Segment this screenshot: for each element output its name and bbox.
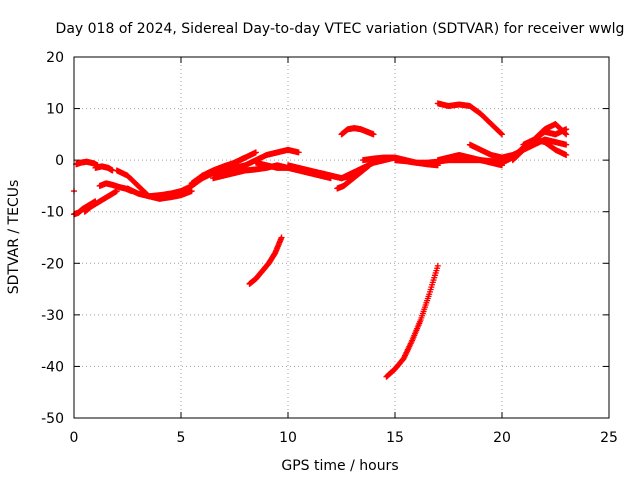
y-tick-label: -40: [41, 359, 64, 375]
data-points: [71, 100, 570, 380]
x-tick-label: 0: [70, 430, 79, 446]
x-tick-label: 5: [177, 430, 186, 446]
data-point: [562, 130, 569, 137]
data-point: [366, 162, 373, 169]
series-arc-07: [124, 185, 184, 200]
y-tick-label: 20: [46, 50, 64, 66]
data-point: [563, 141, 570, 148]
data-point: [370, 131, 377, 138]
data-point: [252, 149, 259, 156]
grid: [74, 57, 609, 418]
data-point: [563, 131, 570, 138]
y-tick-label: -30: [41, 308, 64, 324]
series-arc-19: [434, 151, 505, 166]
y-tick-label: 0: [55, 153, 64, 169]
data-point: [278, 234, 285, 241]
series-arc-27: [383, 262, 441, 380]
data-point: [499, 131, 505, 138]
plot-frame: [73, 56, 610, 419]
series-arc-03: [81, 188, 120, 215]
y-tick-label: -10: [41, 205, 64, 221]
x-tick-label: 25: [600, 430, 618, 446]
tick-labels: 0 5 10 15 20 25 -50 -40 -30 -20 -10 0 10 20: [41, 50, 618, 446]
y-axis-label: SDTVAR / TECUs: [6, 180, 22, 295]
series-arc-24: [520, 121, 570, 148]
y-tick-label: -50: [41, 411, 64, 427]
axis-ticks: [73, 56, 610, 419]
series-arc-16: [338, 125, 377, 138]
x-tick-label: 15: [386, 430, 404, 446]
x-axis-label: GPS time / hours: [281, 458, 398, 474]
data-point: [188, 188, 195, 195]
series-arc-05: [92, 163, 116, 174]
data-point: [563, 151, 570, 158]
x-tick-label: 20: [493, 430, 511, 446]
y-tick-label: 10: [46, 102, 64, 118]
data-point: [434, 262, 441, 269]
series-arc-15: [334, 162, 373, 192]
x-tick-label: 10: [279, 430, 297, 446]
series-arc-25: [531, 136, 570, 158]
chart-title: Day 018 of 2024, Sidereal Day-to-day VTE…: [56, 21, 625, 37]
data-point: [498, 130, 505, 137]
series-arc-20: [434, 100, 505, 138]
series-arc-26: [246, 234, 285, 287]
y-tick-label: -20: [41, 256, 64, 272]
series-arc-10: [199, 146, 302, 179]
data-point: [295, 149, 302, 156]
